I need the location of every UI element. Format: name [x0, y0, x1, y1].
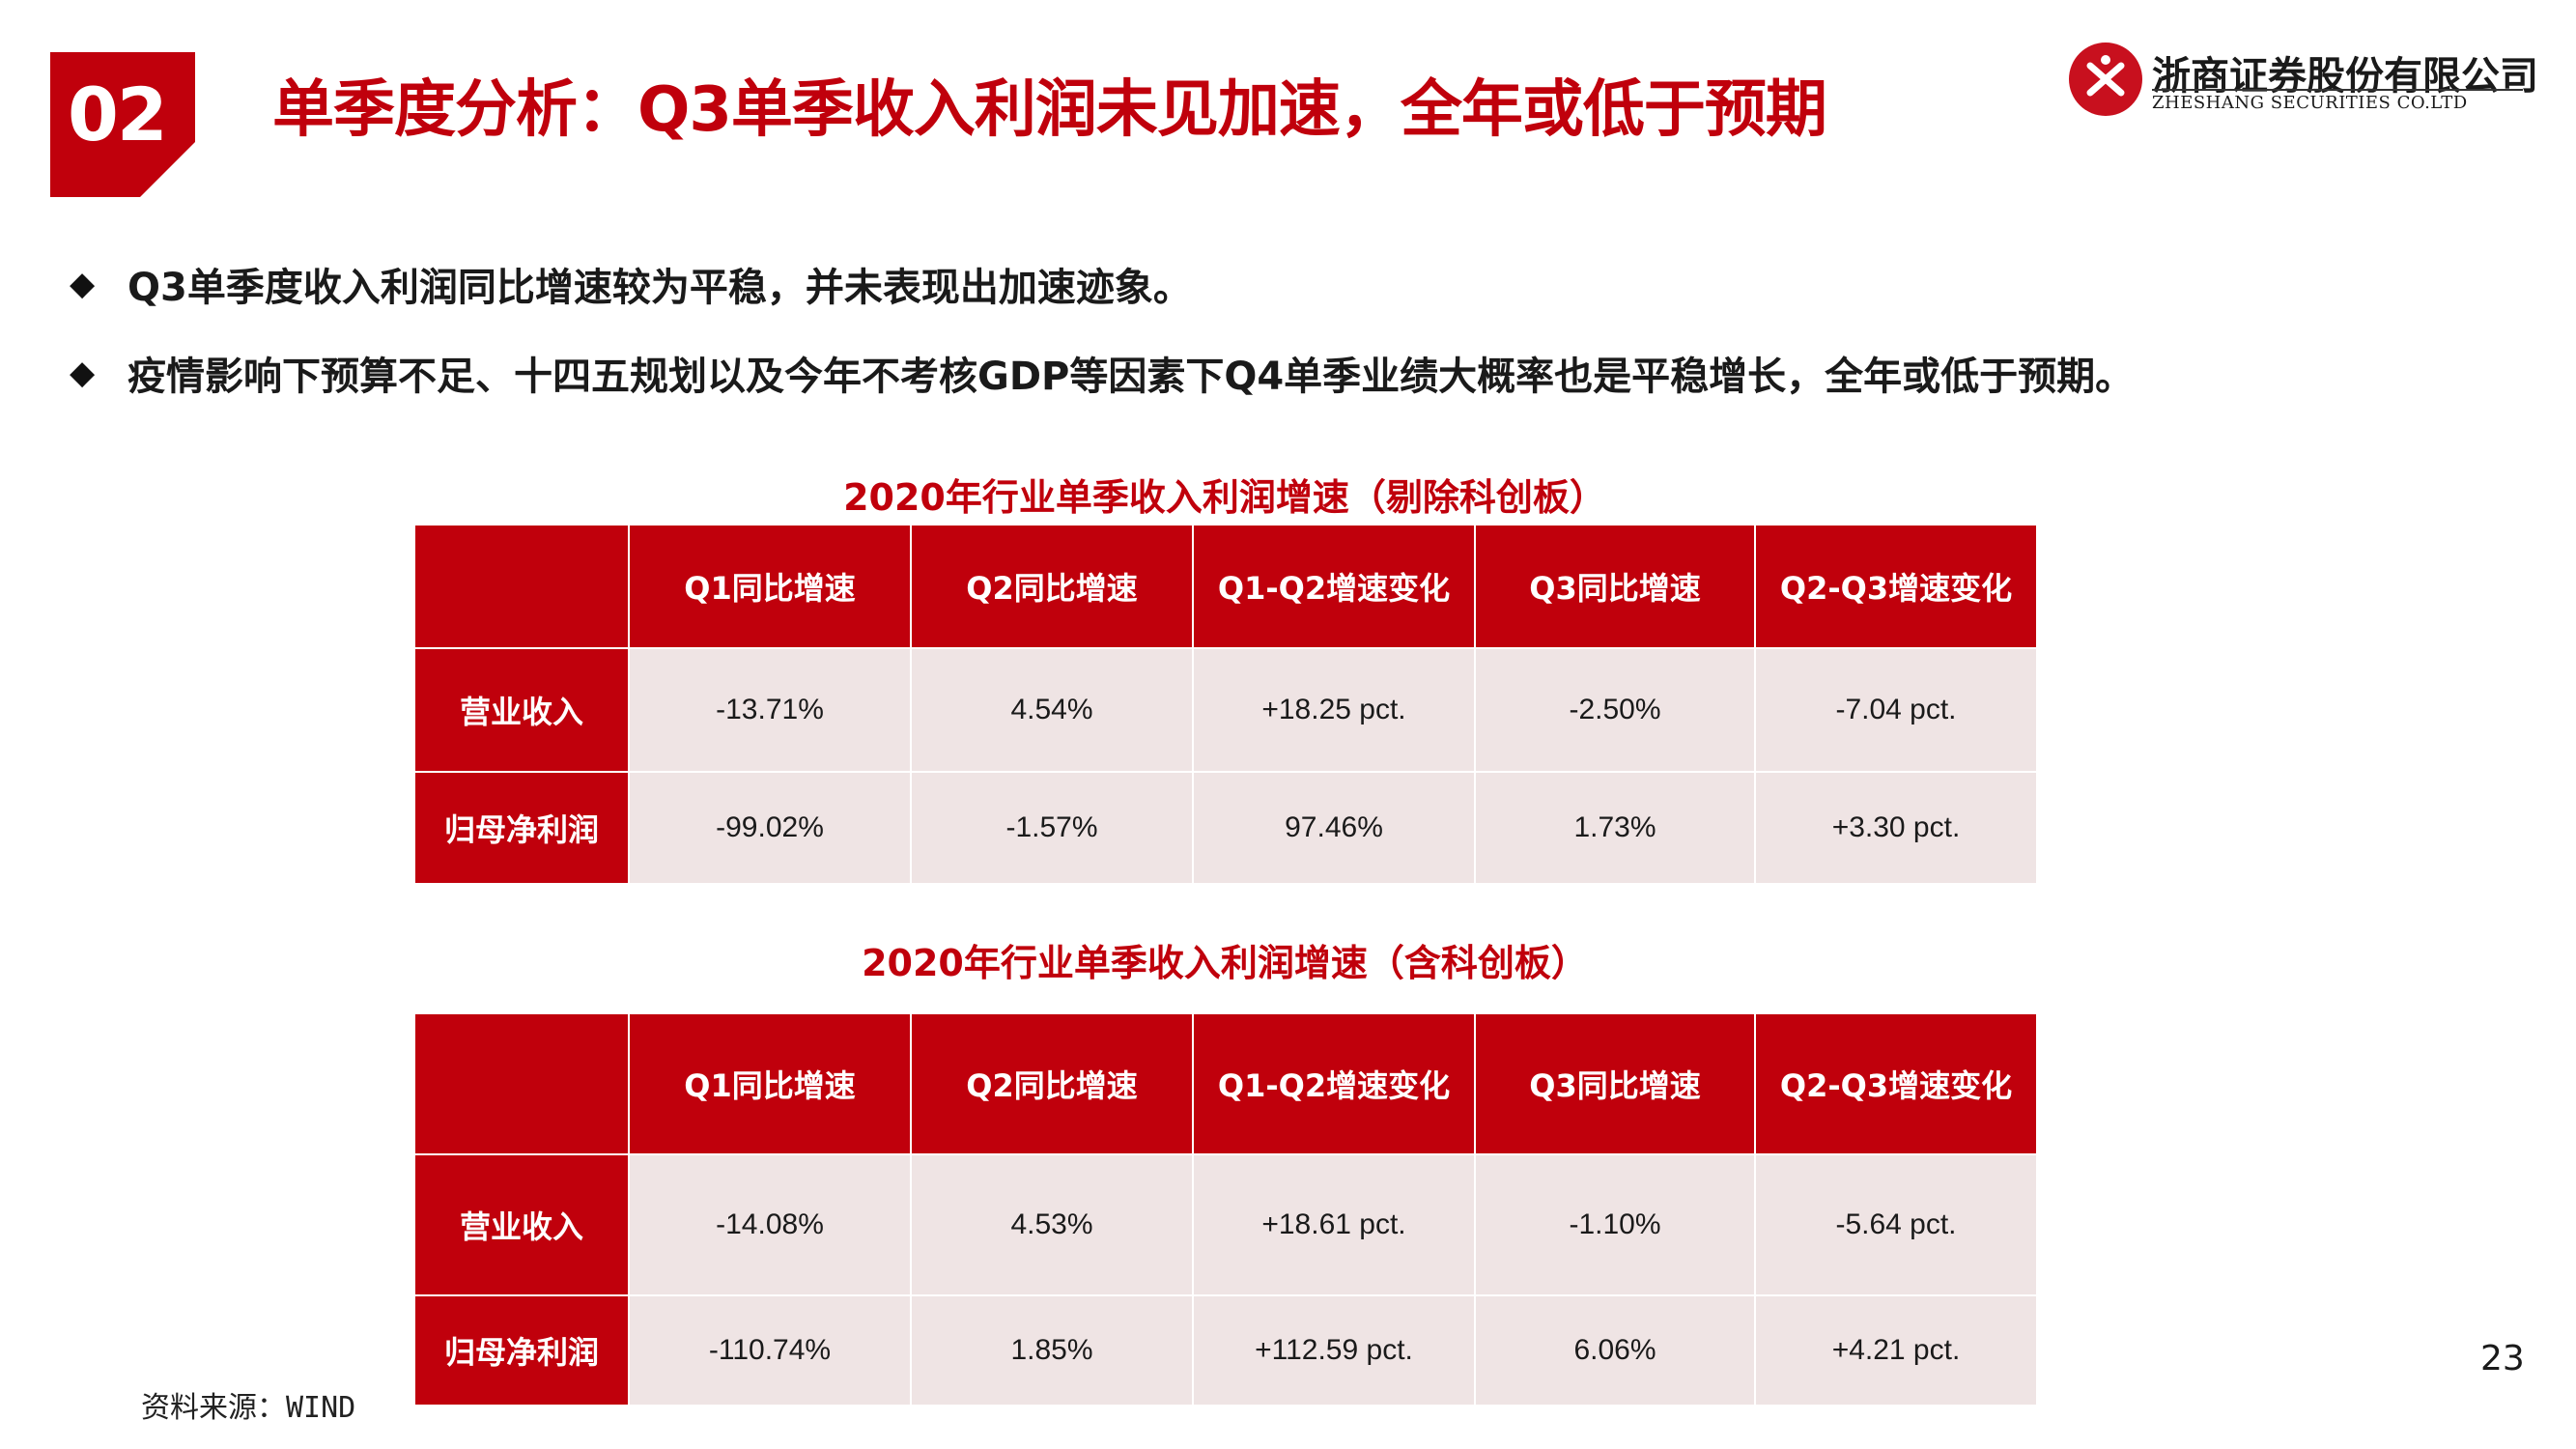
- logo-company-name-en: ZHESHANG SECURITIES CO.LTD: [2152, 93, 2468, 113]
- logo-mark-icon: [2069, 43, 2142, 116]
- bullet-text: 疫情影响下预算不足、十四五规划以及今年不考核GDP等因素下Q4单季业绩大概率也是…: [127, 355, 2135, 399]
- table-cell: 4.53%: [910, 1153, 1194, 1296]
- table-row: 归母净利润 -110.74% 1.85% +112.59 pct. 6.06% …: [413, 1294, 2038, 1406]
- header-cell: Q3同比增速: [1474, 1012, 1756, 1155]
- table-cell: 4.54%: [910, 647, 1194, 773]
- table-header-row: Q1同比增速 Q2同比增速 Q1-Q2增速变化 Q3同比增速 Q2-Q3增速变化: [413, 524, 2038, 649]
- row-label: 归母净利润: [413, 771, 630, 885]
- table-cell: +4.21 pct.: [1754, 1294, 2038, 1406]
- table-title: 2020年行业单季收入利润增速（剔除科创板）: [843, 476, 1606, 519]
- table-cell: -13.71%: [628, 647, 912, 773]
- section-number: 02: [68, 71, 168, 157]
- header-cell: Q2-Q3增速变化: [1754, 524, 2038, 649]
- diamond-bullet-icon: ◆: [70, 354, 96, 392]
- growth-table-excluding-star-market: Q1同比增速 Q2同比增速 Q1-Q2增速变化 Q3同比增速 Q2-Q3增速变化…: [413, 524, 2038, 885]
- table-cell: 6.06%: [1474, 1294, 1756, 1406]
- data-source-note: 资料来源：WIND: [141, 1391, 356, 1425]
- page-title: 单季度分析：Q3单季收入利润未见加速，全年或低于预期: [272, 74, 1827, 146]
- growth-table-including-star-market: Q1同比增速 Q2同比增速 Q1-Q2增速变化 Q3同比增速 Q2-Q3增速变化…: [413, 1012, 2038, 1406]
- table-cell: 1.85%: [910, 1294, 1194, 1406]
- row-label: 归母净利润: [413, 1294, 630, 1406]
- logo-company-name-cn: 浙商证券股份有限公司: [2152, 53, 2538, 99]
- table-cell: -2.50%: [1474, 647, 1756, 773]
- table-cell: -1.57%: [910, 771, 1194, 885]
- table-cell: -1.10%: [1474, 1153, 1756, 1296]
- table-row: 营业收入 -14.08% 4.53% +18.61 pct. -1.10% -5…: [413, 1153, 2038, 1296]
- table-cell: 1.73%: [1474, 771, 1756, 885]
- row-label: 营业收入: [413, 1153, 630, 1296]
- header-cell: Q2-Q3增速变化: [1754, 1012, 2038, 1155]
- table-row: 营业收入 -13.71% 4.54% +18.25 pct. -2.50% -7…: [413, 647, 2038, 773]
- page-number: 23: [2480, 1339, 2525, 1378]
- table-cell: -110.74%: [628, 1294, 912, 1406]
- bullet-item: ◆ Q3单季度收入利润同比增速较为平稳，并未表现出加速迹象。: [70, 253, 2134, 315]
- table-cell: +18.25 pct.: [1192, 647, 1476, 773]
- company-logo: 浙商证券股份有限公司 ZHESHANG SECURITIES CO.LTD: [2069, 43, 2538, 120]
- header-cell: Q3同比增速: [1474, 524, 1756, 649]
- bullet-text: Q3单季度收入利润同比增速较为平稳，并未表现出加速迹象。: [127, 266, 1192, 310]
- header-cell: Q2同比增速: [910, 1012, 1194, 1155]
- section-number-badge: 02: [50, 52, 195, 197]
- table-cell: -5.64 pct.: [1754, 1153, 2038, 1296]
- header-cell: Q2同比增速: [910, 524, 1194, 649]
- table-cell: -99.02%: [628, 771, 912, 885]
- table-cell: +18.61 pct.: [1192, 1153, 1476, 1296]
- table-title: 2020年行业单季收入利润增速（含科创板）: [862, 942, 1588, 984]
- table-cell: 97.46%: [1192, 771, 1476, 885]
- table-cell: -7.04 pct.: [1754, 647, 2038, 773]
- table-header-row: Q1同比增速 Q2同比增速 Q1-Q2增速变化 Q3同比增速 Q2-Q3增速变化: [413, 1012, 2038, 1155]
- header-cell: Q1-Q2增速变化: [1192, 524, 1476, 649]
- row-label: 营业收入: [413, 647, 630, 773]
- header-cell: [413, 524, 630, 649]
- table-cell: +112.59 pct.: [1192, 1294, 1476, 1406]
- header-cell: Q1同比增速: [628, 1012, 912, 1155]
- logo-divider: [2152, 89, 2523, 91]
- bullet-list: ◆ Q3单季度收入利润同比增速较为平稳，并未表现出加速迹象。 ◆ 疫情影响下预算…: [70, 253, 2134, 431]
- table-cell: +3.30 pct.: [1754, 771, 2038, 885]
- header-cell: Q1同比增速: [628, 524, 912, 649]
- table-cell: -14.08%: [628, 1153, 912, 1296]
- bullet-item: ◆ 疫情影响下预算不足、十四五规划以及今年不考核GDP等因素下Q4单季业绩大概率…: [70, 342, 2134, 404]
- table-row: 归母净利润 -99.02% -1.57% 97.46% 1.73% +3.30 …: [413, 771, 2038, 885]
- header-cell: [413, 1012, 630, 1155]
- header-cell: Q1-Q2增速变化: [1192, 1012, 1476, 1155]
- diamond-bullet-icon: ◆: [70, 265, 96, 303]
